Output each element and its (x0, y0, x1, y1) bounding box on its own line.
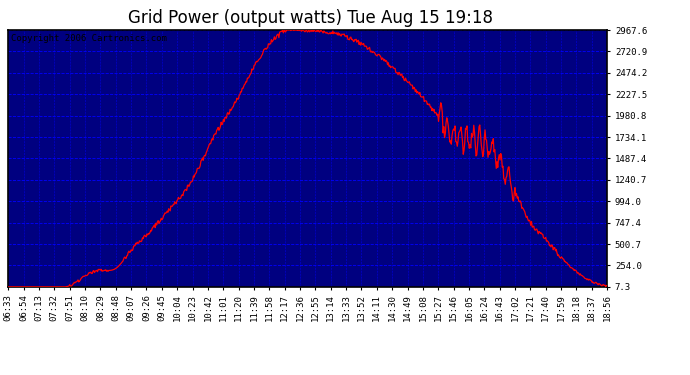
Text: Grid Power (output watts) Tue Aug 15 19:18: Grid Power (output watts) Tue Aug 15 19:… (128, 9, 493, 27)
Text: Copyright 2006 Cartronics.com: Copyright 2006 Cartronics.com (11, 34, 167, 43)
